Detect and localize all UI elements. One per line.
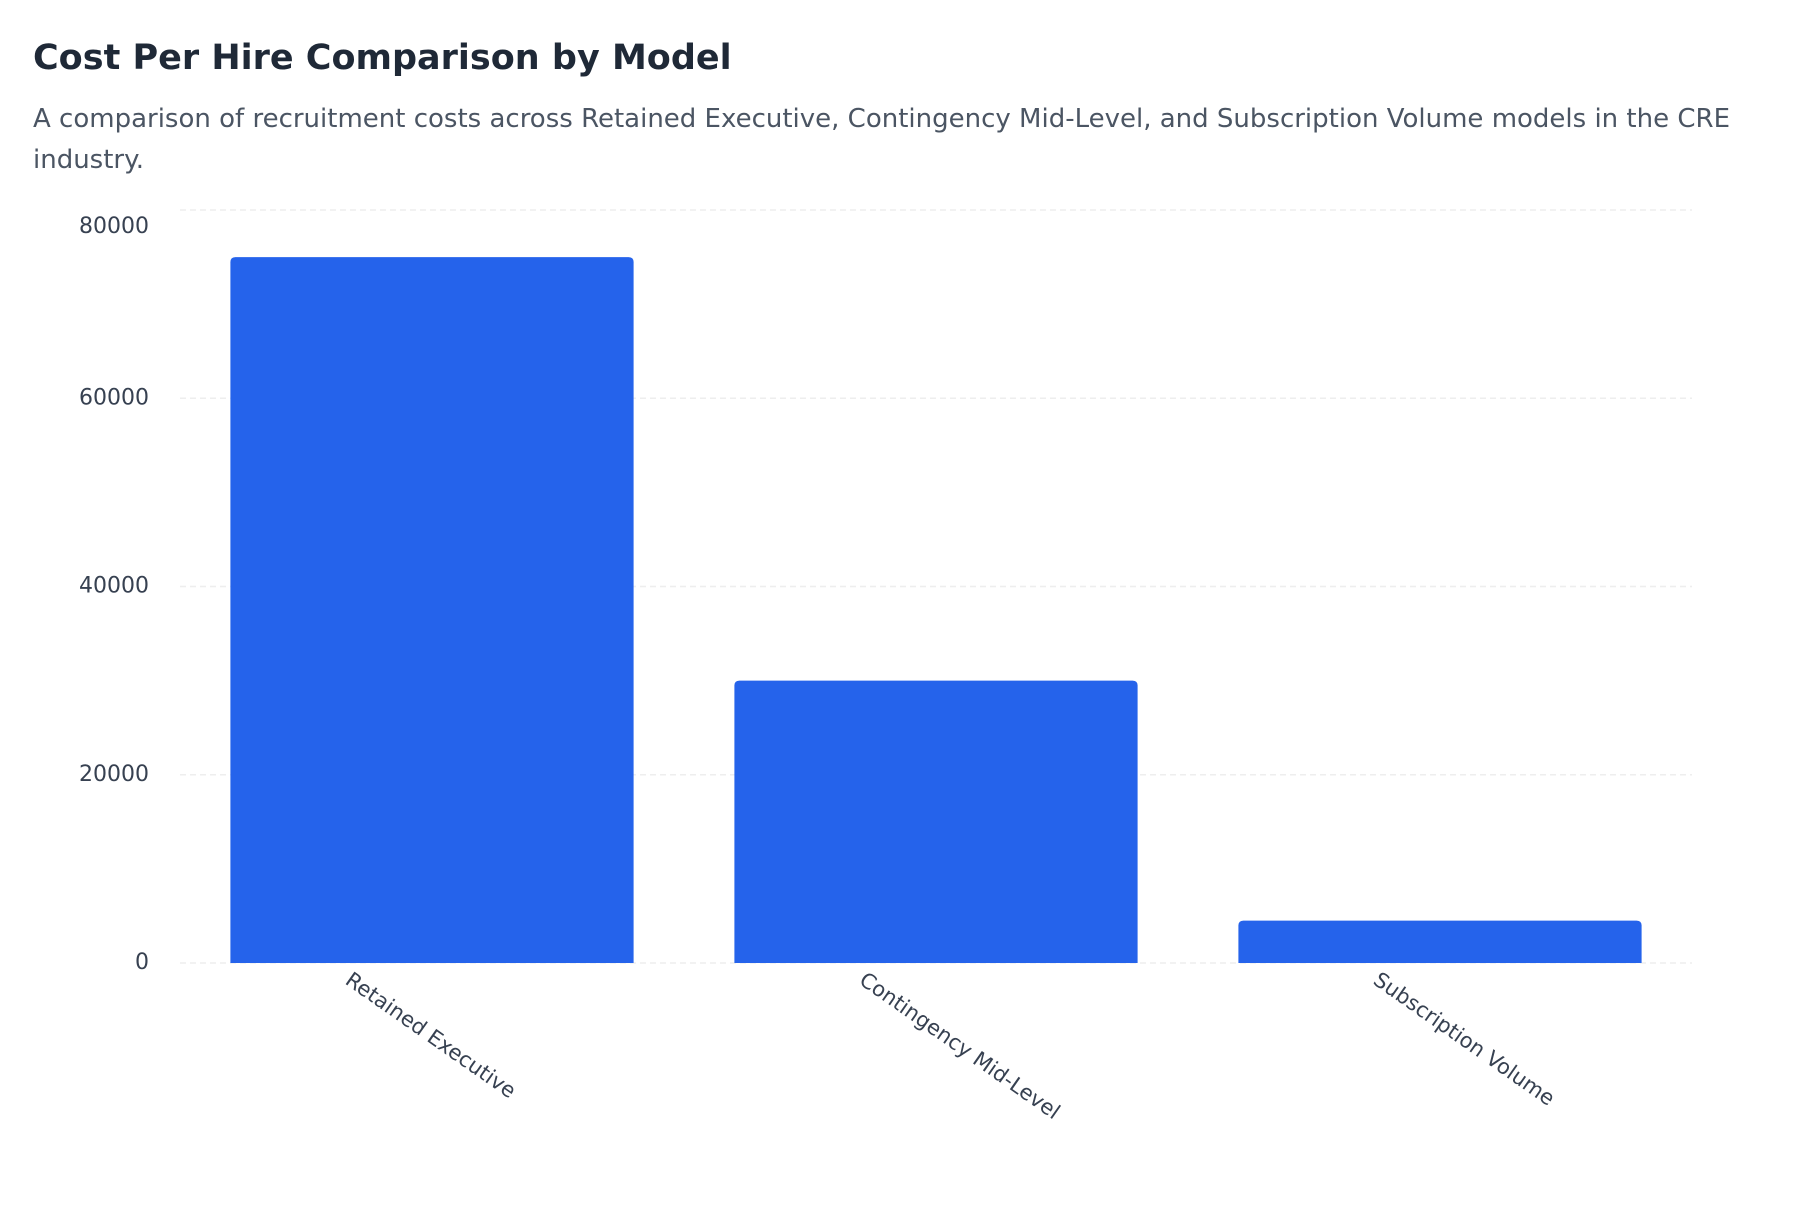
y-tick-label: 80000 [79,214,149,239]
y-tick-label: 40000 [79,574,149,599]
x-tick-label: Contingency Mid-Level [855,967,1064,1124]
y-tick-label: 0 [135,950,149,975]
bar [230,257,634,963]
x-tick-label: Retained Executive [341,967,520,1103]
y-tick-label: 60000 [79,385,149,410]
chart-title: Cost Per Hire Comparison by Model [33,38,732,78]
bar [734,680,1138,963]
y-tick-label: 20000 [79,762,149,787]
chart-subtitle: A comparison of recruitment costs across… [33,104,1731,175]
bar [1238,920,1642,963]
x-tick-label: Subscription Volume [1369,967,1559,1110]
